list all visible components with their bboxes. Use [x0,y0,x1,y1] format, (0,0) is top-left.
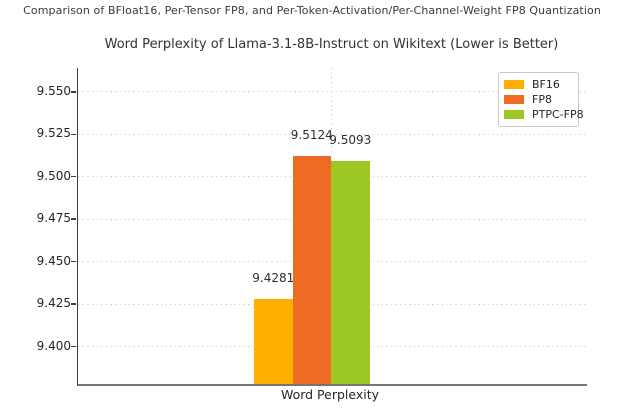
chart-title: Word Perplexity of Llama-3.1-8B-Instruct… [104,37,559,52]
figure-caption: Comparison of BFloat16, Per-Tensor FP8, … [23,4,601,17]
y-tick-label: 9.450 [36,253,71,268]
y-tick-mark [70,218,76,220]
bar-bf16 [254,298,293,384]
y-tick-label: 9.400 [36,338,71,353]
y-tick-label: 9.500 [36,168,71,183]
y-tick-label: 9.550 [36,83,71,98]
legend-swatch-icon [504,80,524,89]
plot-area: 9.4281 9.5124 9.5093 [77,68,587,386]
bar-value-label: 9.5093 [329,132,372,147]
y-tick-label: 9.475 [36,211,71,226]
legend-item-ptpc-fp8: PTPC-FP8 [504,107,584,122]
legend-item-fp8: FP8 [504,92,572,107]
y-tick-mark [70,345,76,348]
y-tick-mark [70,303,76,305]
legend-item-bf16: BF16 [504,77,572,92]
y-tick-label: 9.425 [36,296,71,311]
bar-value-label: 9.5124 [290,127,333,142]
y-tick-label: 9.525 [36,126,71,141]
bar-fp8 [292,155,331,384]
legend-swatch-icon [504,110,524,119]
y-tick-mark [70,91,76,93]
y-tick-mark [70,133,76,135]
legend-label: BF16 [532,78,560,91]
x-axis-label: Word Perplexity [280,387,380,402]
bar-ptpc-fp8 [331,160,370,384]
legend: BF16 FP8 PTPC-FP8 [498,72,584,127]
legend-label: FP8 [532,93,552,106]
legend-swatch-icon [504,95,524,104]
y-tick-mark [70,260,76,263]
gridline-y [78,91,587,93]
y-tick-mark [70,175,76,178]
gridline-y [78,133,587,135]
legend-label: PTPC-FP8 [532,108,584,121]
bar-value-label: 9.4281 [252,270,295,285]
